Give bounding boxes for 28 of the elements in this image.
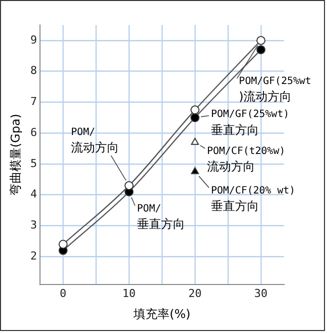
annotation: POM/GF(25%wt )流动方向 bbox=[238, 76, 312, 104]
annotation: POM/GF(25%wt) 垂直方向 bbox=[210, 109, 290, 137]
point bbox=[256, 36, 266, 45]
y-tick-label: 2 bbox=[30, 249, 38, 262]
x-axis-title: 填充率(%) bbox=[132, 306, 190, 321]
y-tick-label: 9 bbox=[30, 33, 38, 46]
point bbox=[191, 138, 199, 145]
x-tick-label: 20 bbox=[188, 286, 202, 300]
annotation: POM/ 流动方向 bbox=[71, 127, 120, 155]
annotation: POM/CF(20% wt) 垂直方向 bbox=[210, 185, 296, 213]
x-tick-label: 0 bbox=[60, 286, 66, 300]
point bbox=[190, 113, 200, 122]
y-tick-label: 8 bbox=[30, 64, 38, 78]
annotation: POM/CF(t20%w) 流动方向 bbox=[206, 146, 286, 174]
point bbox=[190, 105, 200, 114]
y-tick-label: 7 bbox=[30, 95, 38, 108]
y-axis-title: 弯曲模量(Gpa) bbox=[8, 114, 22, 196]
point bbox=[124, 181, 134, 190]
y-tick-label: 3 bbox=[30, 218, 38, 232]
x-tick-label: 30 bbox=[254, 286, 268, 300]
point bbox=[256, 45, 266, 54]
x-tick-label: 10 bbox=[122, 286, 136, 300]
point bbox=[191, 167, 199, 174]
y-tick-label: 5 bbox=[30, 156, 38, 170]
y-tick-label: 4 bbox=[30, 188, 38, 201]
point bbox=[58, 240, 68, 249]
annotation: POM/ 垂直方向 bbox=[137, 203, 186, 231]
y-tick-label: 6 bbox=[30, 126, 38, 139]
